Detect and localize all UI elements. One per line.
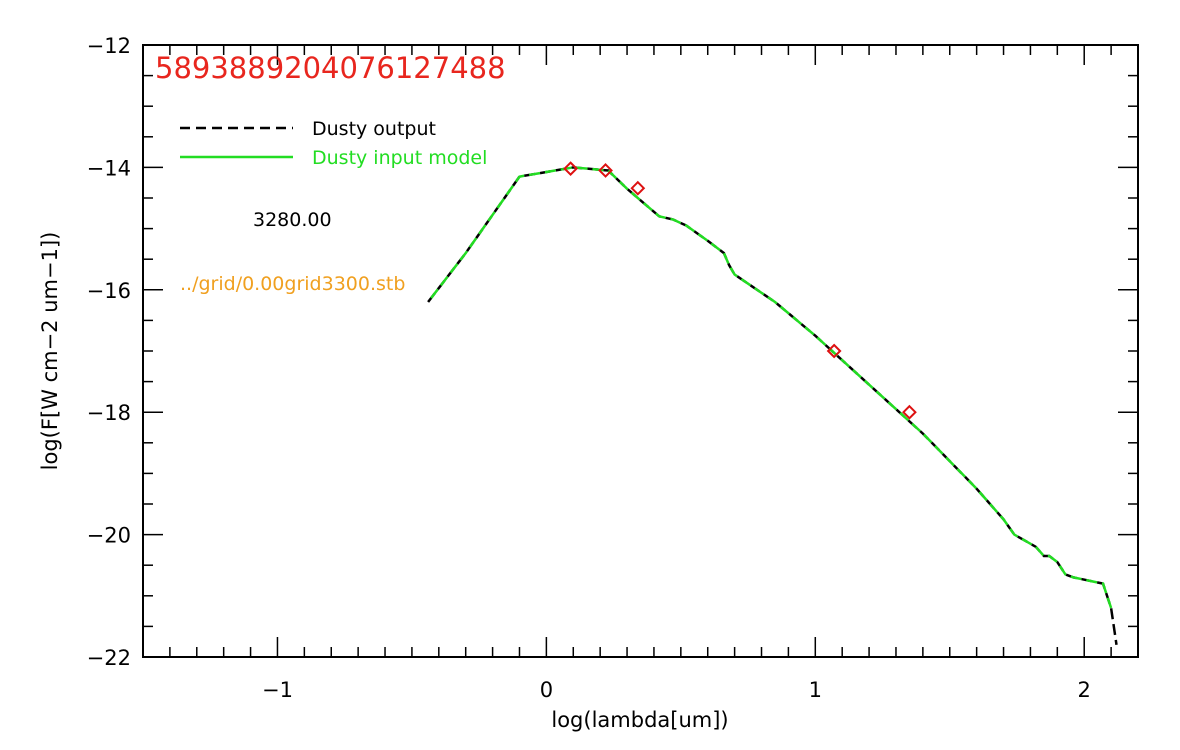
x-tick-label: −1 [262,678,293,702]
photometry-point [826,343,842,359]
legend-label-input: Dusty input model [312,147,487,169]
photometry-point [630,180,646,196]
legend: Dusty output Dusty input model [180,118,487,169]
photometry-point [598,163,613,178]
y-tick-label: −16 [87,279,131,303]
plot-frame [142,44,1139,658]
grid-file-annotation: ../grid/0.00grid3300.stb [180,273,405,295]
photometry-markers [563,161,917,420]
y-tick-label: −22 [87,646,131,670]
x-axis-label: log(lambda[um]) [551,708,728,732]
x-tick-label: 2 [1078,678,1091,702]
photometry-point [563,161,578,177]
y-tick-label: −20 [87,524,131,548]
y-tick-label: −12 [87,34,131,58]
legend-label-output: Dusty output [312,118,436,140]
axis-ticks [142,44,1139,658]
temperature-annotation: 3280.00 [253,209,332,231]
series-line-dusty-output [427,166,1118,645]
x-tick-label: 0 [540,678,553,702]
y-axis-label: log(F[W cm−2 um−1]) [38,232,62,471]
axis-tick-labels: −1 0 1 2 −22 −20 −18 −16 −14 −12 [87,34,1091,702]
y-tick-label: −14 [87,156,131,180]
series-line-dusty-input-model [427,166,1113,609]
y-tick-label: −18 [87,401,131,425]
chart-title: 5893889204076127488 [155,51,506,85]
photometry-point [902,404,917,420]
x-tick-label: 1 [809,678,822,702]
